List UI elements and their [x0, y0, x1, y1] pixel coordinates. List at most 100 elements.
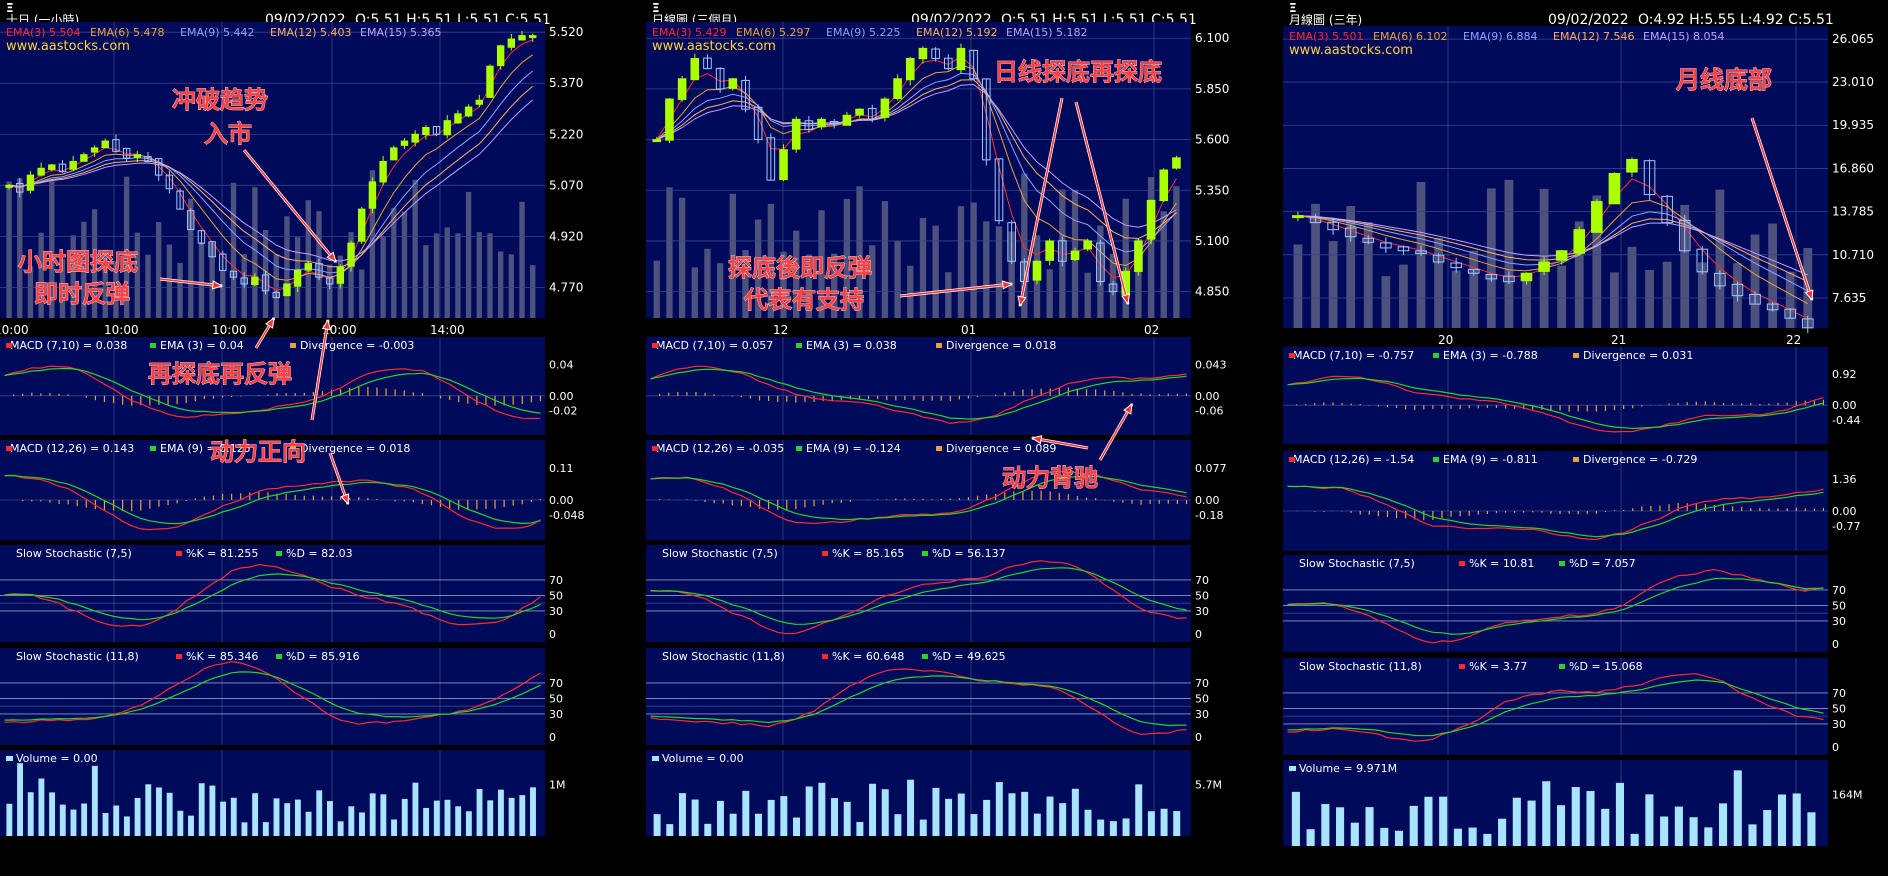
candle-body [855, 108, 864, 116]
bg-volume-bar [327, 264, 333, 318]
candle-body [1415, 250, 1427, 255]
candle-body [1309, 216, 1322, 224]
volume-bar [1483, 833, 1492, 846]
stoch-tick-label: 50 [1832, 702, 1846, 715]
bg-volume-bar [508, 254, 515, 318]
annotation-text: 再探底再反弹 [148, 359, 292, 388]
volume-bar [113, 805, 120, 836]
arrowhead [340, 493, 350, 506]
candle-body [390, 147, 398, 161]
stoch-d-line [650, 567, 1187, 625]
candle-body [893, 78, 902, 99]
candle-body [728, 78, 738, 89]
candle-body [197, 230, 206, 244]
volume-bar [729, 813, 737, 836]
candle-body [464, 106, 473, 117]
price-tick-label: 5.350 [1195, 183, 1229, 197]
volume-bar [1306, 829, 1315, 846]
osc-tick-label: 0.92 [1832, 368, 1857, 381]
candle-body [1450, 262, 1462, 269]
volume-bar [1173, 811, 1181, 836]
candle-body [1485, 274, 1498, 280]
bg-volume-bar [995, 226, 1003, 318]
volume-bar [198, 783, 205, 836]
bg-volume-bar [1680, 204, 1690, 328]
candle-body [112, 139, 120, 152]
candle-body [315, 263, 323, 278]
osc-tick-label: 0.00 [549, 494, 574, 507]
price-tick-label: 5.070 [549, 178, 583, 192]
stoch-label: Slow Stochastic (11,8) [1299, 660, 1422, 673]
stoch-tick-label: 70 [549, 677, 563, 690]
legend-swatch [1289, 457, 1295, 462]
candle-body [496, 45, 505, 67]
bg-volume-bar [391, 208, 397, 318]
stoch-d-line [1287, 679, 1824, 737]
volume-bar [666, 824, 674, 836]
ema-line-12 [656, 79, 1177, 239]
macd-label: MACD (12,26) = 0.143 [10, 442, 134, 455]
candle-body [16, 182, 24, 193]
annotation-text: 小时图探底 [18, 247, 138, 276]
panel-macd1 [0, 337, 545, 435]
candle-body [529, 35, 537, 39]
candle-body [842, 114, 852, 126]
osc-tick-label: 0.077 [1195, 462, 1227, 475]
legend-swatch [822, 654, 828, 659]
bg-volume-bar [869, 245, 876, 318]
candle-body [766, 137, 776, 181]
candle-body [1503, 275, 1515, 283]
legend-swatch [796, 343, 802, 348]
time-tick-label: 21 [1611, 333, 1626, 347]
candle-body [69, 160, 77, 170]
candle-body [454, 113, 462, 124]
bg-volume-bar [691, 267, 698, 318]
bg-volume-bar [1434, 237, 1443, 328]
bg-volume-bar [1311, 203, 1320, 328]
macd-label: MACD (7,10) = -0.757 [1293, 349, 1414, 362]
volume-bar [455, 806, 462, 836]
osc-tick-label: 0.00 [1832, 399, 1857, 412]
volume-bar [831, 798, 839, 836]
stoch-tick-label: 70 [1832, 584, 1846, 597]
volume-bar [678, 793, 686, 836]
stoch-d-line [650, 675, 1187, 727]
osc-tick-label: -0.18 [1195, 509, 1223, 522]
candle-body [829, 121, 839, 125]
legend-swatch [1433, 457, 1439, 462]
annotation-text: 入市 [204, 119, 252, 148]
volume-bar [1733, 770, 1742, 846]
bg-volume-bar [209, 242, 215, 318]
bg-volume-bar [1008, 231, 1015, 318]
legend-swatch [150, 446, 156, 451]
time-tick-label: 10:00 [212, 323, 247, 337]
osc-tick-label: -0.44 [1832, 414, 1860, 427]
arrowhead [1804, 289, 1814, 302]
volume-bar [423, 807, 430, 836]
bg-volume-bar [957, 206, 965, 318]
volume-label: Volume = 0.00 [662, 752, 744, 765]
legend-swatch [796, 446, 802, 451]
ema-legend-4: EMA(15) 5.182 [1006, 26, 1088, 39]
price-tick-label: 5.600 [1195, 133, 1229, 147]
bg-volume-bar [188, 198, 194, 318]
volume-bar [1424, 796, 1433, 846]
volume-bar [316, 790, 323, 836]
volume-tick-label: 1M [549, 779, 566, 792]
bg-volume-bar [156, 222, 162, 318]
bg-volume-bar [983, 221, 990, 318]
volume-bar [1109, 821, 1117, 836]
volume-bar [209, 785, 216, 836]
ema-legend-4: EMA(15) 5.365 [360, 26, 442, 39]
candle-body [475, 99, 483, 105]
candle-body [1661, 195, 1673, 224]
candle-body [400, 140, 409, 146]
macd-label: MACD (12,26) = -1.54 [1293, 453, 1414, 466]
volume-bar [995, 782, 1003, 836]
time-tick-label: 01 [961, 323, 976, 337]
volume-bar [653, 814, 661, 836]
bg-volume-bar [284, 216, 290, 318]
bg-volume-bar [1768, 223, 1778, 328]
price-tick-label: 4.920 [549, 229, 583, 243]
